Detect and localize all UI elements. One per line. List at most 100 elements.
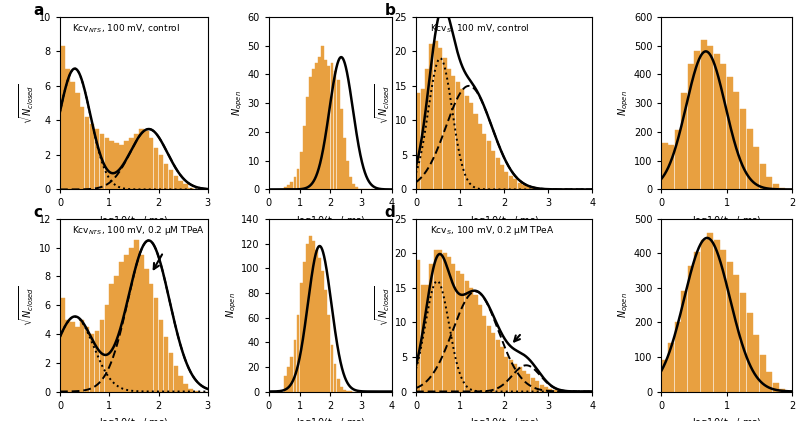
Bar [682,93,687,189]
Bar [322,45,324,189]
Bar [60,46,65,189]
X-axis label: log10(t$_O$ / ms): log10(t$_O$ / ms) [692,416,762,421]
Bar [714,54,720,189]
Bar [306,244,309,392]
Bar [779,188,786,189]
Bar [188,389,193,392]
X-axis label: log10(t$_C$ / ms): log10(t$_C$ / ms) [470,214,538,228]
Bar [535,188,539,189]
Y-axis label: $N_{open}$: $N_{open}$ [224,292,238,318]
Bar [509,176,513,189]
Text: Kcv$_{S}$, 100 mV, 0.2 μM TPeA: Kcv$_{S}$, 100 mV, 0.2 μM TPeA [430,224,554,237]
Y-axis label: $N_{open}$: $N_{open}$ [230,90,245,116]
Bar [442,58,446,189]
Bar [500,346,504,392]
Bar [421,285,425,392]
Bar [134,240,138,392]
Bar [500,165,504,189]
Bar [688,266,694,392]
Bar [518,183,522,189]
X-axis label: log10(t$_C$ / ms): log10(t$_C$ / ms) [99,214,169,228]
Bar [80,107,85,189]
Bar [522,185,526,189]
Bar [674,131,681,189]
Bar [438,250,442,392]
Bar [478,305,482,392]
Bar [318,57,321,189]
Bar [416,260,420,392]
Bar [105,305,109,392]
Bar [169,171,173,189]
Bar [300,152,302,189]
Bar [124,141,129,189]
Bar [662,144,668,189]
Bar [114,143,119,189]
Bar [183,184,188,189]
Bar [504,357,508,392]
Bar [509,360,513,392]
Bar [779,389,786,392]
Bar [425,285,429,392]
Bar [330,63,334,189]
Bar [430,264,434,392]
Y-axis label: $\sqrt{N_{closed}}$: $\sqrt{N_{closed}}$ [18,285,36,325]
Bar [526,186,530,189]
Bar [753,335,759,392]
Bar [456,271,460,392]
Bar [553,390,557,392]
Y-axis label: $\sqrt{N_{closed}}$: $\sqrt{N_{closed}}$ [374,285,392,325]
Bar [65,320,70,392]
Bar [312,241,315,392]
Bar [460,89,464,189]
Bar [668,343,674,392]
Bar [134,134,138,189]
Bar [174,176,178,189]
Bar [75,327,79,392]
Bar [469,103,473,189]
Bar [486,326,490,392]
Y-axis label: $N_{open}$: $N_{open}$ [617,292,631,318]
Bar [309,236,312,392]
Bar [668,145,674,189]
Bar [129,138,134,189]
Bar [694,252,700,392]
Bar [158,155,163,189]
Bar [327,315,330,392]
Bar [324,290,327,392]
Bar [144,269,149,392]
Bar [465,281,469,392]
Text: b: b [384,3,395,18]
Bar [714,240,720,392]
Bar [349,176,352,189]
Bar [340,109,342,189]
Text: a: a [34,3,44,18]
Bar [178,376,183,392]
Bar [287,367,290,392]
Bar [786,391,792,392]
Bar [721,64,726,189]
Text: Kcv$_{NTS}$, 100 mV, 0.2 μM TPeA: Kcv$_{NTS}$, 100 mV, 0.2 μM TPeA [72,224,205,237]
Bar [662,360,668,392]
Bar [284,187,287,189]
Bar [513,364,518,392]
Bar [318,258,321,392]
Bar [337,80,339,189]
Bar [746,313,753,392]
X-axis label: log10(t$_O$ / ms): log10(t$_O$ / ms) [295,214,366,228]
Bar [174,365,178,392]
Bar [284,376,287,392]
Bar [491,152,495,189]
X-axis label: log10(t$_O$ / ms): log10(t$_O$ / ms) [692,214,762,228]
Bar [482,316,486,392]
Bar [522,371,526,392]
Bar [721,250,726,392]
Bar [149,138,154,189]
Bar [674,322,681,392]
Bar [343,138,346,189]
Bar [352,184,355,189]
Bar [469,288,473,392]
Bar [753,147,759,189]
Bar [346,391,349,392]
Bar [315,250,318,392]
Bar [327,66,330,189]
